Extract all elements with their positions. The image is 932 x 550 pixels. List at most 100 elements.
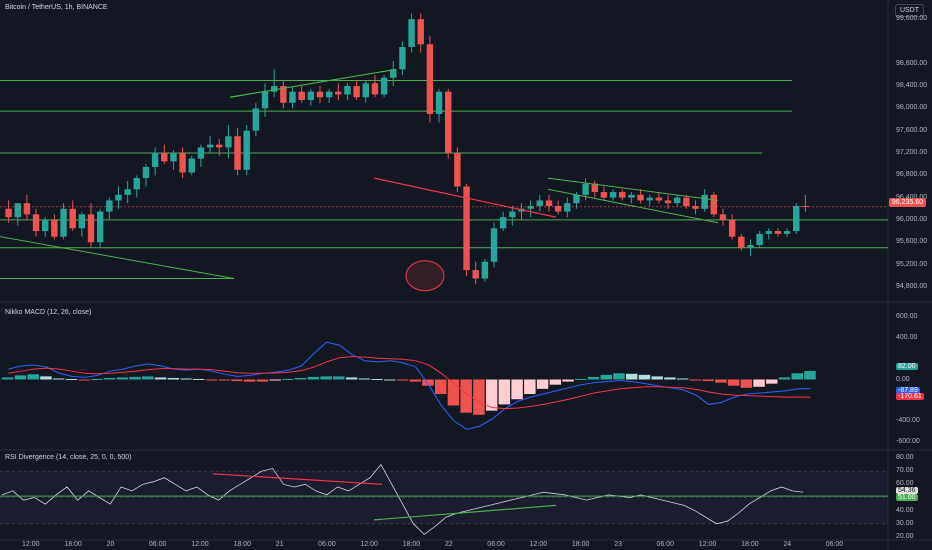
candle-body [124, 189, 131, 195]
macd-histogram-bar [129, 376, 141, 380]
macd-histogram-bar [396, 379, 409, 381]
candle-body [280, 86, 287, 103]
time-tick-label: 23 [614, 541, 622, 548]
candle-body [728, 219, 736, 237]
candle-body [96, 211, 104, 243]
candle-body [87, 214, 95, 243]
candle-body [545, 200, 553, 206]
time-tick-label: 24 [783, 541, 792, 548]
macd-histogram-bar [422, 379, 434, 386]
macd-histogram-bar [664, 377, 676, 380]
candle-body [142, 166, 150, 179]
macd-histogram-bar [740, 379, 753, 388]
macd-line [8, 341, 811, 430]
rsi-tick-label: 60.00 [896, 480, 914, 488]
annotations [0, 68, 888, 292]
candle-body [609, 192, 617, 198]
support-resistance-lines [0, 80, 888, 279]
currency-button[interactable]: USDT [894, 4, 924, 17]
candle-body [499, 217, 507, 229]
price-tick-label: 98,800.00 [896, 59, 928, 67]
candle-body [426, 44, 434, 114]
macd-histogram-bar [27, 374, 39, 380]
macd-histogram-bar [78, 379, 90, 381]
macd-histogram-bar [689, 379, 702, 381]
macd-pane [2, 341, 816, 430]
macd-histogram-bar [409, 379, 421, 382]
price-tick-label: 95,200.00 [896, 260, 928, 268]
candle-body [664, 200, 672, 204]
symbol-title[interactable]: Bitcoin / TetherUS, 1h, BINANCE [5, 4, 108, 11]
candle-body [179, 153, 186, 173]
channel-bottom [547, 188, 719, 224]
price-tick-label: 98,000.00 [896, 104, 928, 112]
rsi-tick-label: 30.00 [896, 519, 914, 527]
candle-body [316, 91, 324, 98]
macd-histogram-bar [600, 374, 612, 380]
macd-histogram-bar [651, 376, 663, 380]
macd-histogram-bar [333, 376, 345, 380]
rsi-tick-label: 20.00 [896, 533, 914, 540]
candle-body [765, 231, 772, 234]
macd-histogram-bar [116, 377, 129, 380]
candle-body [298, 91, 305, 101]
time-tick-label: 18:00 [741, 541, 759, 548]
macd-tick-label: -600.00 [896, 437, 920, 445]
rsi-tick-label: 70.00 [896, 467, 914, 475]
candle-body [243, 130, 250, 170]
candle-body [261, 91, 269, 109]
rsi-red-divergence [212, 473, 383, 485]
macd-histogram-bar [180, 378, 192, 380]
signal-line-value: -170.61 [896, 393, 924, 401]
trendline-upper [229, 68, 397, 98]
macd-tick-label: 0.00 [896, 375, 910, 383]
candle-body [69, 208, 76, 229]
macd-histogram-value: 82.00 [896, 362, 918, 370]
rsi-title[interactable]: RSI Divergence (14, close, 25, 0, 0, 500… [5, 454, 132, 461]
candle-body [390, 69, 397, 78]
candle-body [252, 108, 260, 131]
macd-title[interactable]: Nikko MACD (12, 26, close) [5, 309, 92, 316]
macd-histogram-bar [562, 379, 574, 382]
bottom-highlight-circle [405, 260, 445, 292]
macd-histogram-bar [52, 378, 65, 380]
candle-body [380, 77, 388, 95]
candle-body [783, 231, 791, 234]
candle-body [362, 83, 369, 98]
candle-body [683, 197, 690, 206]
candle-body [60, 208, 67, 237]
candle-body [619, 192, 626, 198]
macd-histogram-bar [384, 379, 396, 381]
candle-body [417, 19, 424, 45]
macd-histogram-bar [447, 379, 460, 406]
candle-body [197, 147, 205, 159]
rsi-level-label: 51.00 [896, 494, 918, 502]
macd-histogram-bar [345, 377, 358, 380]
macd-histogram-bar [625, 373, 638, 380]
price-tick-label: 97,200.00 [896, 149, 928, 156]
rsi-tick-label: 80.00 [896, 454, 914, 461]
macd-histogram-bar [2, 377, 14, 380]
macd-histogram-bar [91, 378, 103, 380]
macd-histogram-bar [613, 373, 625, 380]
time-tick-label: 18:00 [402, 541, 421, 548]
candle-body [188, 158, 195, 173]
macd-histogram-bar [371, 378, 383, 380]
channel-top [547, 177, 719, 201]
macd-histogram-bar [243, 379, 256, 382]
time-tick-label: 06:00 [148, 541, 167, 548]
rsi-green-divergence [373, 504, 557, 521]
macd-histogram-bar [549, 379, 562, 385]
candle-body [170, 153, 177, 162]
macd-histogram-bar [142, 376, 154, 380]
candle-body [472, 270, 479, 279]
candle-body [225, 136, 232, 148]
macd-histogram-bar [40, 376, 52, 380]
time-tick-label: 18:00 [233, 541, 252, 548]
candle-body [353, 86, 360, 98]
macd-histogram-bar [65, 378, 78, 380]
rsi-value-label: 54.36 [896, 486, 918, 494]
candle-body [637, 194, 644, 201]
macd-histogram-bar [269, 379, 281, 381]
